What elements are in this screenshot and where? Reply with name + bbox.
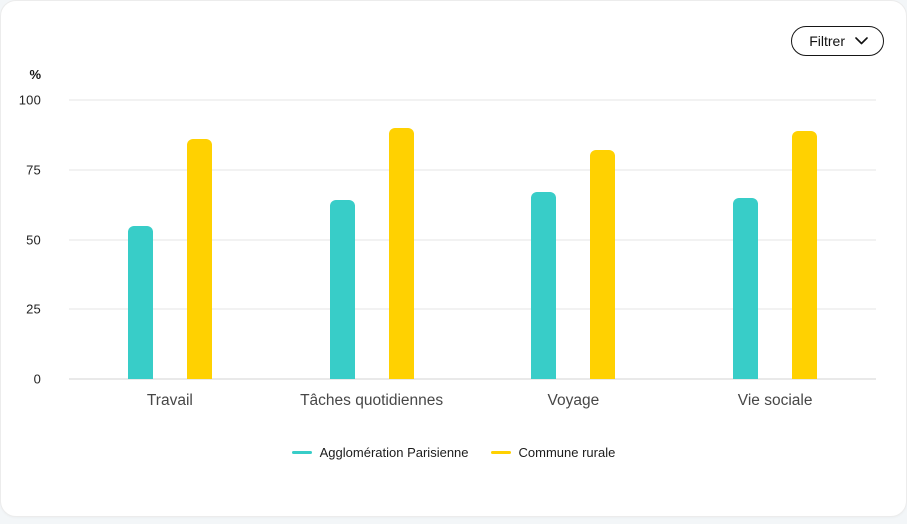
bar-agglomeration-parisienne-taches-quotidiennes[interactable]: [329, 200, 355, 379]
bar-group-travail: [69, 100, 271, 379]
bar-agglomeration-parisienne-voyage[interactable]: [531, 192, 557, 379]
bar-commune-rurale-taches-quotidiennes[interactable]: [388, 127, 414, 379]
bars-row: [69, 100, 876, 379]
legend-item-agglomeration-parisienne: Agglomération Parisienne: [291, 445, 469, 460]
category-label-vie-sociale: Vie sociale: [737, 392, 813, 409]
legend-label: Agglomération Parisienne: [319, 445, 469, 460]
legend-marker: [291, 451, 312, 454]
y-axis: 0 25 50 75 100: [1, 93, 41, 387]
bar-group-voyage: [473, 100, 675, 379]
plot-area: [69, 99, 876, 380]
category-label-taches-quotidiennes: Tâches quotidiennes: [300, 392, 444, 409]
bar-commune-rurale-travail[interactable]: [186, 139, 212, 379]
chevron-down-icon: [855, 37, 868, 45]
y-axis-unit-label: %: [29, 67, 41, 82]
bar-commune-rurale-voyage[interactable]: [590, 150, 616, 379]
y-axis-tick-label: 100: [18, 92, 41, 108]
legend-marker: [490, 451, 511, 454]
y-axis-tick-label: 0: [33, 371, 41, 387]
category-label-voyage: Voyage: [547, 392, 600, 409]
gridline: [69, 308, 876, 311]
gridline: [69, 238, 876, 241]
bar-group-vie-sociale: [674, 100, 876, 379]
legend-item-commune-rurale: Commune rurale: [490, 445, 616, 460]
chart-legend: Agglomération Parisienne Commune rurale: [1, 445, 906, 460]
x-axis-labels: Travail Tâches quotidiennes Voyage Vie soci…: [69, 392, 876, 410]
bar-agglomeration-parisienne-travail[interactable]: [127, 225, 153, 379]
bar-group-taches-quotidiennes: [271, 100, 473, 379]
y-axis-tick-label: 75: [26, 162, 41, 178]
y-axis-tick-label: 50: [26, 232, 41, 247]
legend-label: Commune rurale: [518, 445, 616, 460]
gridline: [69, 378, 876, 380]
filter-button[interactable]: Filtrer: [791, 26, 884, 56]
bar-commune-rurale-vie-sociale[interactable]: [792, 130, 818, 379]
filter-button-label: Filtrer: [809, 33, 845, 49]
y-axis-tick-label: 25: [26, 301, 41, 317]
category-label-travail: Travail: [146, 392, 193, 409]
gridline: [69, 168, 876, 171]
bar-agglomeration-parisienne-vie-sociale[interactable]: [733, 197, 759, 379]
gridline: [69, 99, 876, 101]
